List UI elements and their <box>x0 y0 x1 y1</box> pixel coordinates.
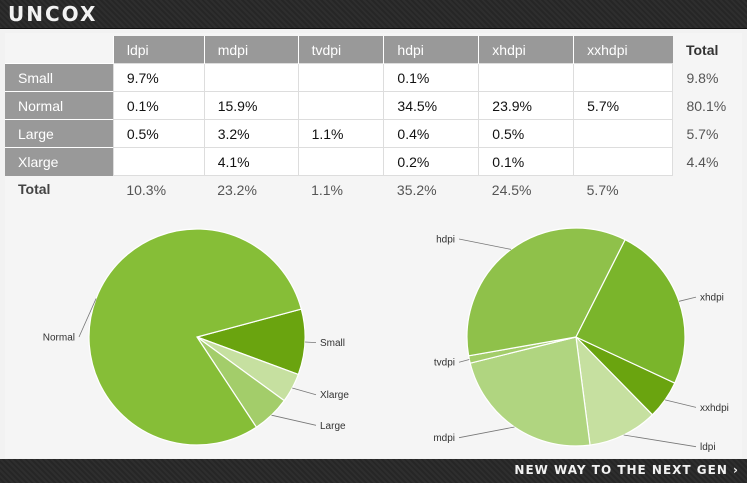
column-total: 23.2% <box>217 181 257 198</box>
pie-label-xhdpi: xhdpi <box>700 293 724 304</box>
column-header: hdpi <box>383 36 479 64</box>
pie-leader-line <box>458 238 512 250</box>
table-cell: 0.4% <box>383 119 480 148</box>
pie-label-hdpi: hdpi <box>436 235 455 246</box>
table-header-row: ldpi mdpi tvdpi hdpi xhdpi xxhdpi Total <box>5 36 742 64</box>
row-header: Small <box>5 63 114 92</box>
table-row: Small 9.7% 0.1% 9.8% <box>5 63 742 92</box>
total-row-label: Total <box>18 181 51 198</box>
table-cell <box>573 119 674 148</box>
row-total: 80.1% <box>686 97 727 114</box>
row-total: 9.8% <box>686 69 719 86</box>
column-total: 10.3% <box>126 181 167 198</box>
table-cell: 1.1% <box>297 119 385 148</box>
column-header: xhdpi <box>478 36 574 64</box>
table-cell <box>297 147 385 176</box>
pie-label-large: Large <box>320 421 346 432</box>
table-cell: 15.9% <box>203 91 299 120</box>
column-header: xxhdpi <box>573 36 673 64</box>
pie-label-xlarge: Xlarge <box>320 390 349 401</box>
pie-label-xxhdpi: xxhdpi <box>700 403 729 414</box>
table-cell <box>203 63 299 92</box>
column-header: tvdpi <box>297 36 384 64</box>
column-total: 5.7% <box>586 181 619 198</box>
row-header: Normal <box>5 91 114 120</box>
table-cell <box>297 63 385 92</box>
table-row: Xlarge 4.1% 0.2% 0.1% 4.4% <box>5 147 742 176</box>
pie-label-ldpi: ldpi <box>700 442 716 453</box>
table-cell <box>478 63 575 92</box>
table-cell: 0.1% <box>112 91 205 120</box>
table-row: Normal 0.1% 15.9% 34.5% 23.9% 5.7% 80.1% <box>5 91 742 120</box>
table-cell: 0.1% <box>383 63 480 92</box>
row-total: 4.4% <box>686 153 719 170</box>
column-header-total: Total <box>685 41 719 58</box>
brand-logo: UNCOX <box>8 2 98 26</box>
table-total-row: Total 10.3% 23.2% 1.1% 35.2% 24.5% 5.7% <box>5 176 742 204</box>
pie-label-mdpi: mdpi <box>433 433 455 444</box>
table-cell <box>573 147 674 176</box>
column-header: mdpi <box>203 36 299 64</box>
column-total: 1.1% <box>311 181 343 198</box>
column-total: 35.2% <box>396 181 437 198</box>
row-header: Xlarge <box>5 147 114 176</box>
tagline: NEW WAY TO THE NEXT GEN › <box>514 463 739 477</box>
table-cell <box>297 91 385 120</box>
table-cell: 5.7% <box>573 91 674 120</box>
table-cell <box>112 147 205 176</box>
table-cell: 0.2% <box>383 147 480 176</box>
row-total: 5.7% <box>686 125 719 142</box>
pie-leader-line <box>458 426 515 439</box>
table-cell: 34.5% <box>383 91 480 120</box>
pie-slice-xhdpi <box>575 238 686 384</box>
table-cell: 4.1% <box>203 147 299 176</box>
distribution-table: ldpi mdpi tvdpi hdpi xhdpi xxhdpi Total … <box>5 36 742 203</box>
row-header: Large <box>5 119 114 148</box>
pie-label-tvdpi: tvdpi <box>434 358 455 369</box>
pie-leader-line <box>623 434 697 448</box>
column-total: 24.5% <box>491 181 532 198</box>
pie-leader-line <box>664 399 697 408</box>
pie-leader-line <box>678 296 697 302</box>
table-cell: 0.5% <box>112 119 205 148</box>
pie-slice-mdpi <box>469 336 591 447</box>
pie-label-normal: Normal <box>43 333 75 344</box>
pie-leader-line <box>271 414 317 426</box>
content-panel: ldpi mdpi tvdpi hdpi xhdpi xxhdpi Total … <box>5 33 742 458</box>
column-header: ldpi <box>112 36 205 64</box>
table-cell: 23.9% <box>478 91 575 120</box>
pie-slice-ldpi <box>575 335 654 446</box>
pie-leader-line <box>458 359 470 363</box>
top-bar: UNCOX <box>0 0 747 29</box>
pie-leader-line <box>292 387 317 396</box>
bottom-bar: NEW WAY TO THE NEXT GEN › <box>0 459 747 483</box>
pie-leader-line <box>304 341 317 343</box>
pie-leader-line <box>78 298 97 338</box>
pie-label-small: Small <box>320 338 345 349</box>
table-cell: 9.7% <box>112 63 205 92</box>
pie-charts: Small Xlarge Large Normal xxhdpi ldpi mdpi tvdp… <box>43 227 729 453</box>
table-cell: 0.1% <box>478 147 575 176</box>
